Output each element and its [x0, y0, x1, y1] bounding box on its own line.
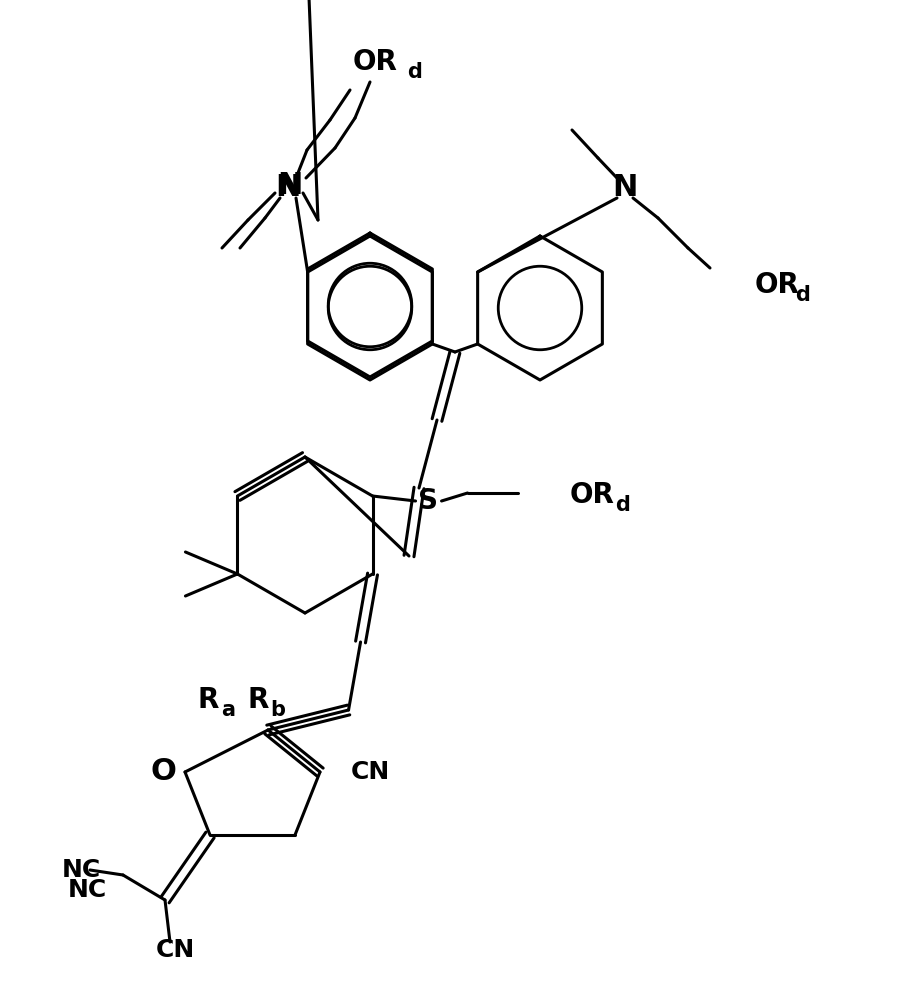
Text: b: b	[270, 700, 286, 720]
Text: CN: CN	[156, 938, 194, 962]
Text: a: a	[221, 700, 235, 720]
Text: OR: OR	[755, 271, 800, 299]
Text: d: d	[795, 285, 810, 305]
Text: d: d	[616, 495, 630, 515]
Text: N: N	[276, 174, 300, 202]
Text: O: O	[150, 758, 176, 786]
Text: R: R	[247, 686, 268, 714]
Text: NC: NC	[62, 858, 102, 882]
Text: S: S	[418, 487, 438, 515]
Text: R: R	[197, 686, 219, 714]
Text: OR: OR	[570, 481, 615, 509]
Text: NC: NC	[68, 878, 107, 902]
Text: CN: CN	[351, 760, 389, 784]
Text: N: N	[278, 170, 302, 200]
Text: d: d	[408, 62, 422, 82]
Text: N: N	[612, 174, 638, 202]
Text: OR: OR	[353, 48, 398, 76]
